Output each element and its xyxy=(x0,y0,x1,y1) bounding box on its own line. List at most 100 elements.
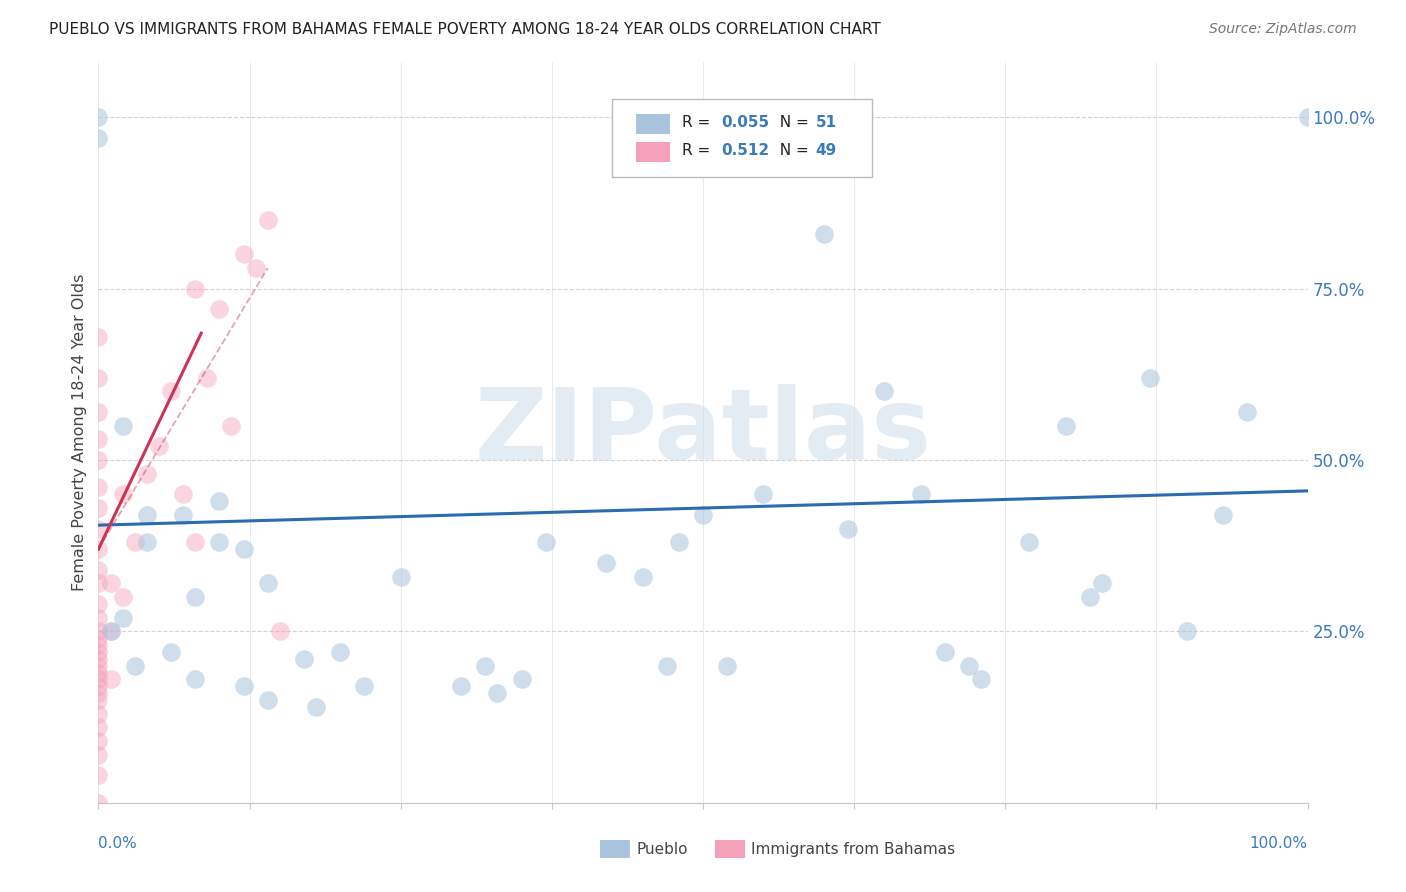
Text: 0.055: 0.055 xyxy=(721,115,769,130)
Point xyxy=(87,610,110,624)
Point xyxy=(87,480,110,494)
Point xyxy=(87,131,110,145)
Point xyxy=(184,535,207,549)
Point xyxy=(172,508,194,522)
Point xyxy=(87,638,110,652)
Point xyxy=(100,624,122,639)
Point xyxy=(232,247,254,261)
Point xyxy=(87,693,110,707)
Point xyxy=(534,535,557,549)
Point xyxy=(631,569,654,583)
Point xyxy=(184,590,207,604)
Point xyxy=(87,405,110,419)
Text: Pueblo: Pueblo xyxy=(637,842,688,857)
Point xyxy=(269,624,291,639)
Point xyxy=(256,213,278,227)
Point xyxy=(184,673,207,687)
Point xyxy=(1091,576,1114,591)
Text: 0.512: 0.512 xyxy=(721,143,769,158)
Point xyxy=(353,679,375,693)
Point xyxy=(87,576,110,591)
FancyBboxPatch shape xyxy=(613,99,872,178)
Text: N =: N = xyxy=(769,115,813,130)
Point xyxy=(450,679,472,693)
Point xyxy=(87,433,110,447)
Point xyxy=(87,747,110,762)
Point xyxy=(148,439,170,453)
Point xyxy=(595,556,617,570)
Point xyxy=(87,371,110,385)
Point xyxy=(87,542,110,557)
Point xyxy=(873,384,896,399)
Point xyxy=(329,645,352,659)
Point xyxy=(752,487,775,501)
Point xyxy=(87,597,110,611)
Text: ZIPatlas: ZIPatlas xyxy=(475,384,931,481)
Point xyxy=(87,720,110,734)
Point xyxy=(87,624,110,639)
Point xyxy=(221,418,243,433)
Point xyxy=(87,673,110,687)
Text: 0.0%: 0.0% xyxy=(98,836,138,851)
Point xyxy=(184,282,207,296)
Point xyxy=(87,501,110,516)
Point xyxy=(87,665,110,680)
Point xyxy=(87,632,110,646)
Point xyxy=(87,522,110,536)
Point xyxy=(1018,535,1040,549)
Point xyxy=(87,706,110,721)
Point xyxy=(111,418,134,433)
Point xyxy=(135,467,157,481)
Y-axis label: Female Poverty Among 18-24 Year Olds: Female Poverty Among 18-24 Year Olds xyxy=(72,274,87,591)
Point xyxy=(87,652,110,666)
Point xyxy=(87,110,110,124)
Point xyxy=(245,261,267,276)
Point xyxy=(87,329,110,343)
Point xyxy=(305,699,328,714)
Point xyxy=(389,569,412,583)
Point xyxy=(934,645,956,659)
Point xyxy=(510,673,533,687)
Point xyxy=(716,658,738,673)
Text: 100.0%: 100.0% xyxy=(1250,836,1308,851)
Text: 49: 49 xyxy=(815,143,837,158)
FancyBboxPatch shape xyxy=(637,142,671,162)
Text: R =: R = xyxy=(682,143,716,158)
Point xyxy=(208,535,231,549)
Point xyxy=(256,576,278,591)
Point xyxy=(135,508,157,522)
Point xyxy=(87,453,110,467)
Point xyxy=(668,535,690,549)
Text: 51: 51 xyxy=(815,115,837,130)
FancyBboxPatch shape xyxy=(600,840,630,858)
Point xyxy=(970,673,993,687)
Point xyxy=(160,384,183,399)
Text: N =: N = xyxy=(769,143,813,158)
Point xyxy=(124,535,146,549)
Point xyxy=(111,590,134,604)
Point xyxy=(1054,418,1077,433)
Point xyxy=(474,658,496,673)
Point xyxy=(232,542,254,557)
Point xyxy=(957,658,980,673)
Text: Immigrants from Bahamas: Immigrants from Bahamas xyxy=(751,842,956,857)
Point xyxy=(1212,508,1234,522)
Point xyxy=(87,645,110,659)
Point xyxy=(87,563,110,577)
Point xyxy=(87,679,110,693)
Point xyxy=(100,576,122,591)
Point xyxy=(87,734,110,748)
Point xyxy=(100,673,122,687)
Point xyxy=(87,796,110,810)
Point xyxy=(692,508,714,522)
Point xyxy=(910,487,932,501)
Point xyxy=(124,658,146,673)
Point xyxy=(208,302,231,317)
Point xyxy=(1078,590,1101,604)
Point xyxy=(111,487,134,501)
Point xyxy=(1236,405,1258,419)
Point xyxy=(208,494,231,508)
Point xyxy=(135,535,157,549)
Point xyxy=(87,658,110,673)
Point xyxy=(813,227,835,241)
